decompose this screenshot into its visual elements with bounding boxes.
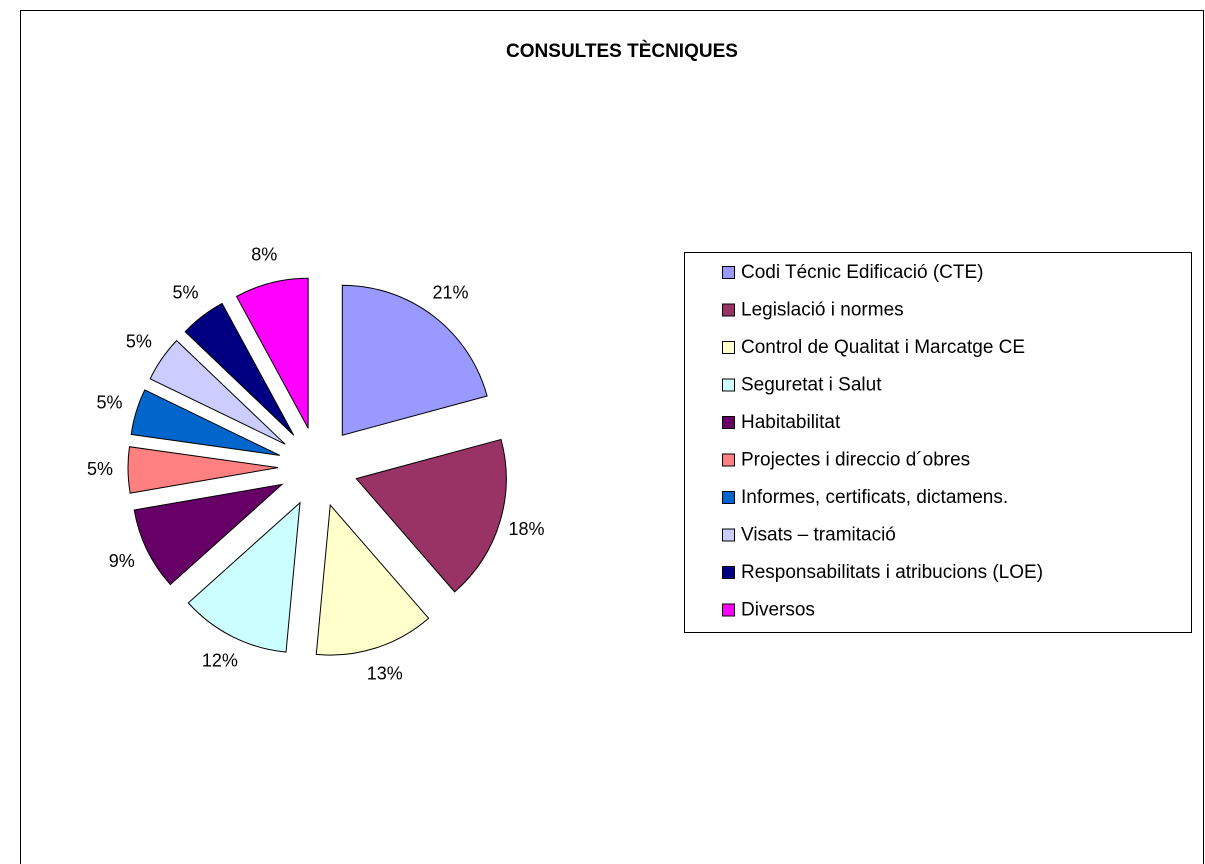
legend-swatch	[722, 341, 735, 354]
legend-label: Control de Qualitat i Marcatge CE	[741, 337, 1025, 358]
data-label: 5%	[126, 331, 152, 351]
data-label: 21%	[432, 283, 468, 303]
legend-label: Projectes i direccio d´obres	[741, 450, 970, 471]
legend-box	[684, 252, 1192, 633]
legend-label: Codi Técnic Edificació (CTE)	[741, 262, 984, 283]
data-label: 5%	[173, 283, 199, 303]
pie-slice	[149, 339, 286, 445]
legend-label: Seguretat i Salut	[741, 375, 882, 396]
legend-label: Informes, certificats, dictamens.	[741, 487, 1008, 508]
legend-label: Diversos	[741, 600, 815, 621]
data-label: 9%	[109, 551, 135, 571]
legend-swatch	[722, 528, 735, 542]
legend-swatch	[722, 266, 735, 279]
legend-label: Visats – tramitació	[741, 525, 896, 546]
chart-title: CONSULTES TÈCNIQUES	[506, 40, 738, 62]
data-label: 8%	[251, 244, 277, 264]
legend-swatch	[722, 491, 735, 504]
legend-swatch	[722, 566, 735, 579]
pie-slice	[187, 501, 301, 653]
legend-label: Habitabilitat	[741, 412, 841, 433]
legend-label: Responsabilitats i atribucions (LOE)	[741, 562, 1043, 583]
legend-swatch	[722, 603, 735, 617]
pie-slice	[133, 483, 284, 586]
pie-slice	[184, 302, 295, 436]
legend-swatch	[722, 416, 735, 429]
legend-label: Legislació i normes	[741, 300, 904, 321]
pie-slice	[355, 438, 507, 593]
pie-slice	[341, 284, 488, 436]
data-label: 5%	[96, 392, 122, 412]
legend-swatch	[722, 378, 735, 392]
legend-swatch	[722, 303, 735, 317]
legend-swatch	[722, 453, 735, 467]
pie-slice	[235, 277, 309, 429]
pie-slice	[130, 389, 280, 456]
pie-slice	[127, 446, 279, 494]
data-label: 18%	[509, 519, 545, 539]
pie-slice	[315, 503, 430, 656]
data-label: 12%	[202, 650, 238, 670]
data-label: 13%	[367, 663, 403, 683]
data-label: 5%	[87, 459, 113, 479]
